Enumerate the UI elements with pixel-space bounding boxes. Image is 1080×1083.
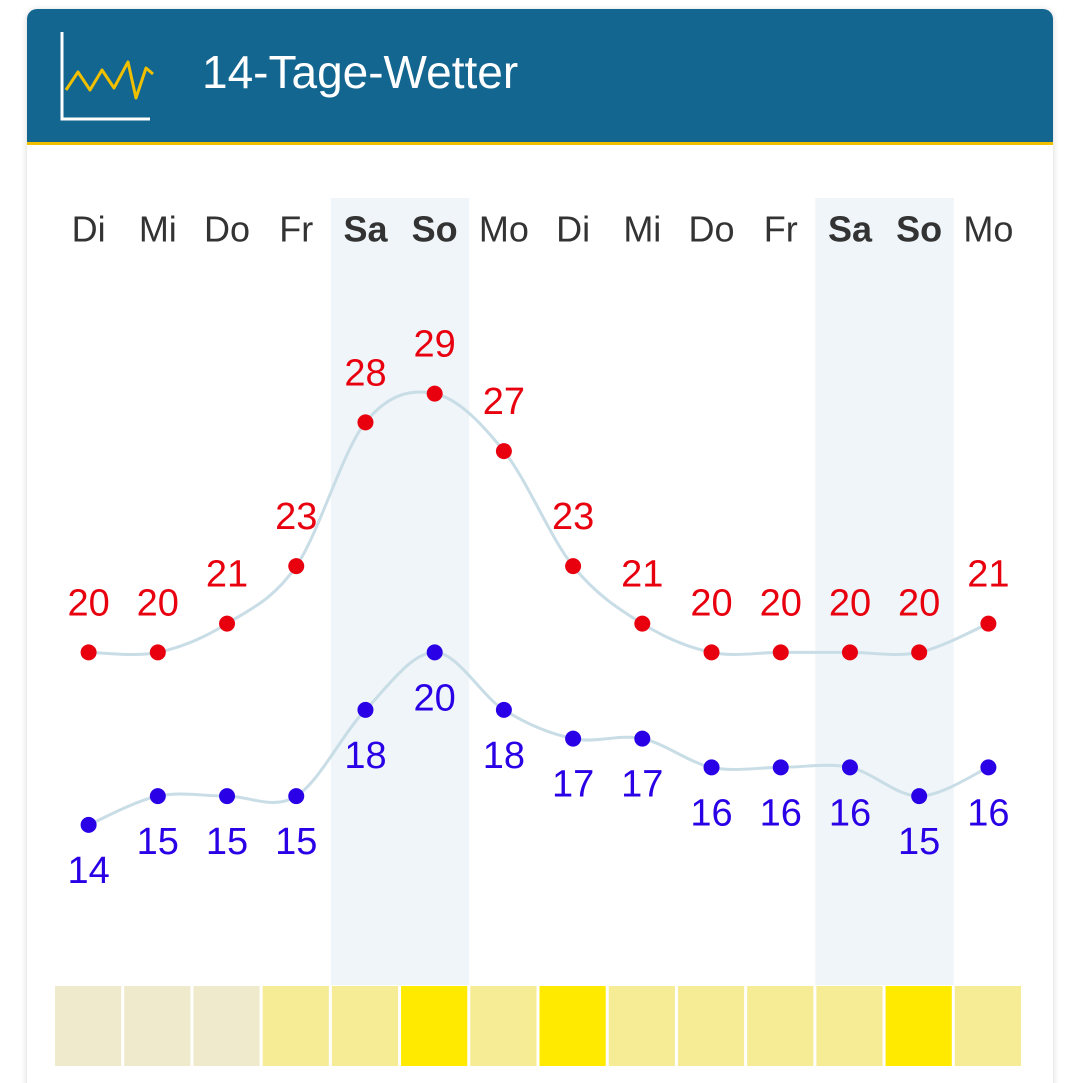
temp-label: 20 [690,582,732,624]
temp-point [841,759,858,776]
sun-cell [124,986,191,1066]
temp-point [911,788,928,805]
temp-label: 20 [414,677,456,719]
sun-cell [747,986,814,1066]
day-label: Fr [279,209,313,250]
temp-label: 23 [552,496,594,538]
temp-label: 20 [137,582,179,624]
temp-label: 23 [275,496,317,538]
temp-point [495,701,512,718]
day-label: Sa [343,209,388,250]
day-label: Mi [623,209,661,250]
temp-point [980,759,997,776]
temp-point [149,788,166,805]
sun-cell [331,986,399,1066]
temp-point [980,615,997,632]
temp-point [703,644,720,661]
temp-point [772,644,789,661]
header-icon [60,32,154,121]
day-label: So [896,209,942,250]
temp-label: 29 [414,324,456,366]
day-label: Di [556,209,590,250]
temp-point [565,558,582,575]
temp-line [88,650,990,827]
sun-cell [816,986,883,1066]
temp-point [357,701,374,718]
temp-label: 20 [760,582,802,624]
temp-point [426,644,443,661]
sun-cell [401,986,468,1066]
temp-point [357,414,374,431]
temp-label: 17 [621,764,663,806]
temp-point [288,558,305,575]
temp-point [495,443,512,460]
temp-point [288,788,305,805]
sun-cell [885,986,952,1066]
day-label: Do [204,209,250,250]
day-label: Di [72,209,106,250]
temp-label: 27 [483,381,525,423]
temp-point [772,759,789,776]
day-label: Mo [963,209,1013,250]
temp-label: 15 [275,821,317,863]
temp-label: 21 [621,554,663,596]
temp-point [565,730,582,747]
temp-label: 15 [206,821,248,863]
weekend-shade [400,198,470,985]
temp-point [841,644,858,661]
temp-label: 28 [344,352,386,394]
temp-label: 18 [483,735,525,777]
sun-cell [677,986,745,1066]
sun-cell [193,986,260,1066]
sun-cell [539,986,606,1066]
sun-cell [262,986,329,1066]
header [27,9,1053,143]
temp-label: 15 [137,821,179,863]
temp-label: 20 [898,582,940,624]
temp-label: 20 [829,582,871,624]
day-label: Do [689,209,735,250]
day-label: Mi [139,209,177,250]
header-title: 14-Tage-Wetter [202,46,518,98]
day-label: So [412,209,458,250]
temp-point [149,644,166,661]
temp-label: 20 [67,582,109,624]
temp-label: 16 [967,792,1009,834]
day-label: Sa [828,209,873,250]
temp-point [426,385,443,402]
day-label: Mo [479,209,529,250]
temp-point [634,615,651,632]
temp-label: 21 [206,554,248,596]
temp-label: 15 [898,821,940,863]
temp-point [634,730,651,747]
card [27,9,1053,1083]
temp-point [219,615,236,632]
temp-point [219,788,236,805]
temp-point [80,816,97,833]
weekend-shade [330,198,401,985]
temp-line [88,390,989,657]
temp-label: 16 [690,792,732,834]
temp-label: 21 [967,554,1009,596]
weekend-shade [884,198,954,985]
day-label: Fr [764,209,798,250]
temp-point [80,644,97,661]
temp-point [703,759,720,776]
temp-label: 17 [552,764,594,806]
temp-label: 16 [760,792,802,834]
sun-cell [954,986,1021,1066]
temp-label: 16 [829,792,871,834]
sun-cell [608,986,675,1066]
sun-cell [55,986,122,1066]
weekend-shade [815,198,885,985]
header-rule [27,142,1053,145]
temp-point [911,644,928,661]
sun-cell [470,986,537,1066]
temp-label: 18 [344,735,386,777]
temp-label: 14 [67,850,109,892]
